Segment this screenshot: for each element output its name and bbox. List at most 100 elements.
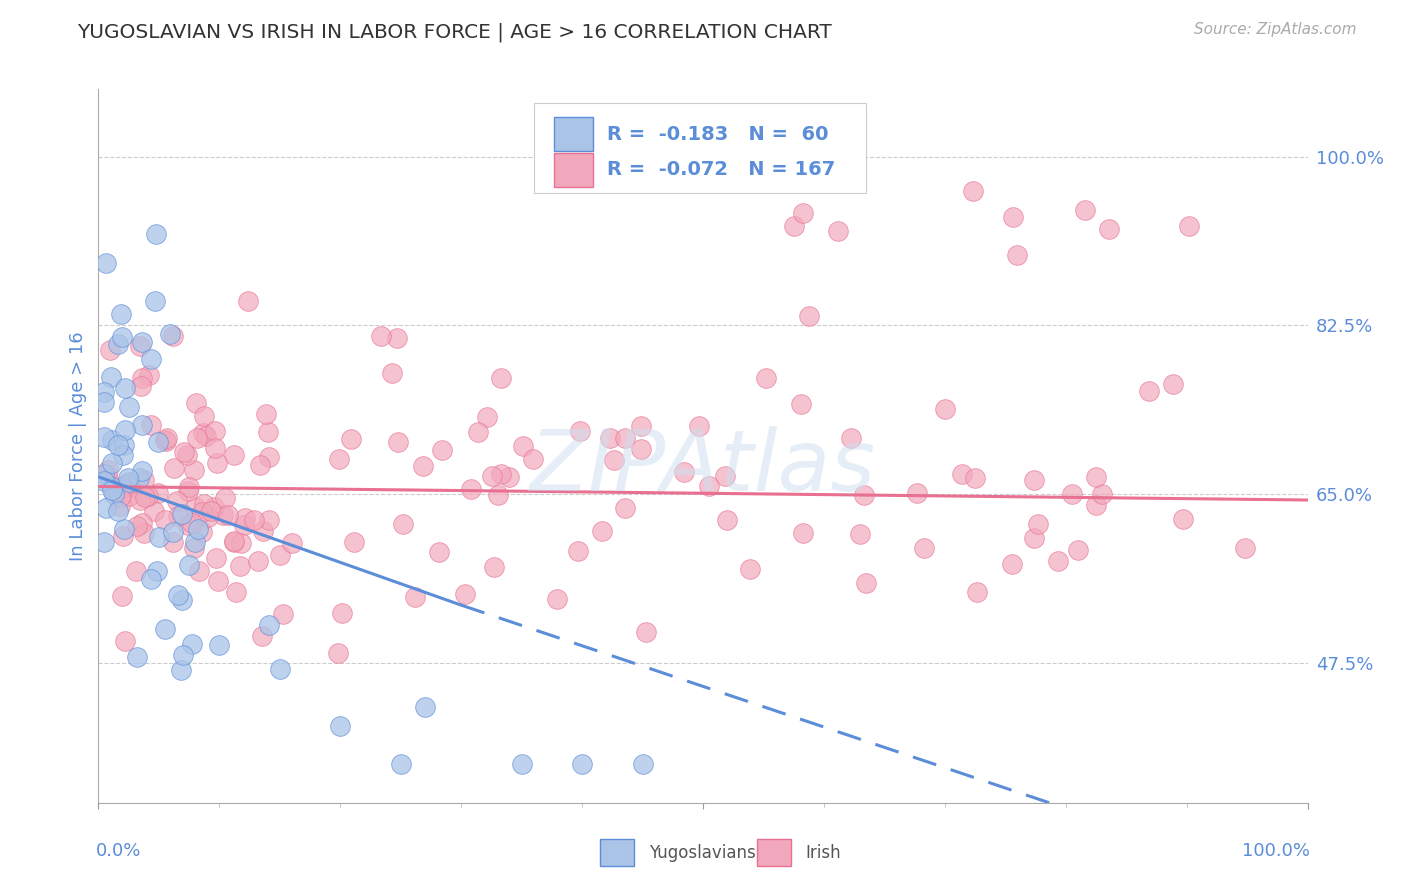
- Point: [672, 465, 695, 479]
- Point: [100, 433, 122, 447]
- Point: [169, 663, 191, 677]
- Point: [381, 366, 404, 380]
- Point: [177, 558, 200, 572]
- Point: [114, 381, 136, 395]
- Point: [181, 516, 204, 531]
- Point: [1161, 376, 1184, 391]
- Point: [111, 330, 134, 344]
- Point: [613, 500, 636, 515]
- Point: [714, 469, 737, 483]
- Point: [370, 329, 392, 343]
- Point: [229, 558, 252, 573]
- Point: [112, 438, 135, 452]
- Point: [181, 636, 204, 650]
- Point: [252, 524, 274, 538]
- Point: [790, 396, 813, 410]
- Text: Irish: Irish: [806, 844, 841, 862]
- Point: [1022, 532, 1045, 546]
- Point: [166, 494, 188, 508]
- Point: [143, 504, 166, 518]
- Point: [269, 548, 291, 562]
- Point: [145, 227, 167, 241]
- Point: [460, 482, 482, 496]
- Point: [207, 574, 229, 589]
- Point: [155, 622, 177, 636]
- Point: [427, 545, 450, 559]
- Point: [110, 307, 132, 321]
- Point: [1085, 498, 1108, 512]
- Point: [162, 524, 184, 539]
- Point: [328, 646, 350, 660]
- Point: [224, 448, 246, 462]
- Point: [569, 424, 592, 438]
- Point: [1091, 486, 1114, 500]
- Point: [599, 431, 621, 445]
- Point: [486, 488, 509, 502]
- Point: [193, 425, 215, 440]
- Point: [489, 370, 512, 384]
- Point: [1060, 486, 1083, 500]
- Point: [177, 484, 200, 499]
- Point: [482, 559, 505, 574]
- Point: [162, 329, 184, 343]
- Point: [176, 518, 198, 533]
- FancyBboxPatch shape: [554, 153, 593, 187]
- Point: [134, 491, 156, 505]
- Point: [193, 409, 215, 423]
- Point: [242, 513, 264, 527]
- Point: [131, 334, 153, 349]
- Point: [129, 339, 152, 353]
- Point: [636, 624, 658, 639]
- Point: [340, 432, 363, 446]
- Point: [141, 351, 163, 366]
- Point: [839, 431, 862, 445]
- Point: [631, 757, 654, 772]
- Point: [191, 525, 214, 540]
- Point: [117, 471, 139, 485]
- Point: [385, 331, 408, 345]
- Point: [281, 536, 304, 550]
- Point: [167, 508, 190, 523]
- Point: [101, 480, 124, 494]
- Point: [738, 562, 761, 576]
- Point: [755, 370, 778, 384]
- Point: [96, 468, 118, 483]
- Point: [93, 467, 115, 481]
- Point: [93, 395, 115, 409]
- Point: [467, 425, 489, 439]
- Point: [112, 522, 135, 536]
- Point: [93, 384, 115, 399]
- Point: [132, 473, 155, 487]
- Point: [567, 544, 589, 558]
- Point: [1001, 557, 1024, 571]
- Point: [179, 480, 201, 494]
- Point: [121, 480, 143, 494]
- Point: [183, 463, 205, 477]
- Text: 100.0%: 100.0%: [1241, 842, 1310, 860]
- Point: [387, 435, 409, 450]
- Point: [170, 507, 193, 521]
- Point: [143, 294, 166, 309]
- Point: [100, 369, 122, 384]
- Text: Source: ZipAtlas.com: Source: ZipAtlas.com: [1194, 22, 1357, 37]
- Text: R =  -0.183   N =  60: R = -0.183 N = 60: [607, 125, 830, 144]
- FancyBboxPatch shape: [554, 117, 593, 152]
- Point: [138, 489, 160, 503]
- Point: [1171, 512, 1194, 526]
- Point: [94, 500, 117, 515]
- Point: [254, 408, 277, 422]
- Point: [1005, 248, 1028, 262]
- Point: [269, 662, 291, 676]
- Point: [107, 337, 129, 351]
- Point: [204, 442, 226, 456]
- Point: [107, 504, 129, 518]
- FancyBboxPatch shape: [758, 839, 792, 866]
- Point: [688, 419, 710, 434]
- Point: [1026, 517, 1049, 532]
- Point: [827, 224, 849, 238]
- Text: ZIPAtlas: ZIPAtlas: [530, 425, 876, 509]
- Point: [329, 719, 352, 733]
- Point: [162, 534, 184, 549]
- Point: [232, 518, 254, 533]
- Point: [257, 450, 280, 464]
